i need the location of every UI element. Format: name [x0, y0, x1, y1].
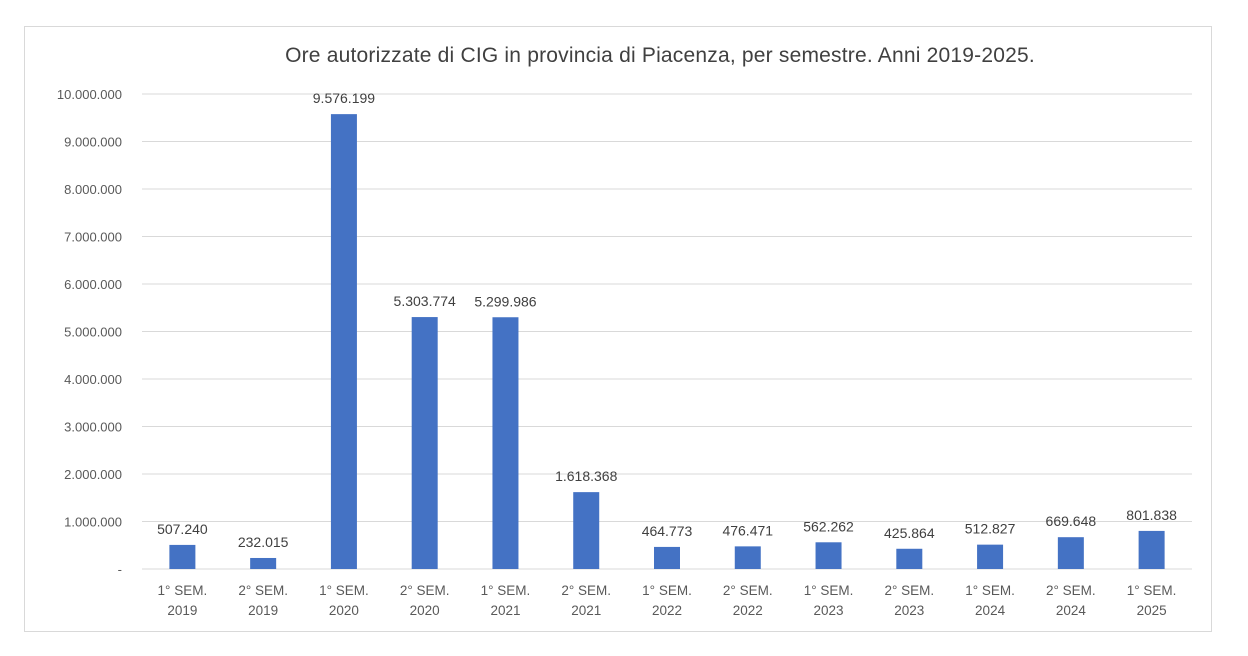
bar [250, 557, 277, 569]
x-tick-label: 2° SEM. [884, 583, 934, 598]
y-tick-label: 3.000.000 [64, 420, 122, 435]
data-labels: 507.240 232.015 9.576.199 5.303.774 5.299.98… [157, 90, 1177, 550]
x-tick-label: 2022 [652, 603, 682, 618]
bar [492, 317, 519, 569]
y-tick-label: 4.000.000 [64, 372, 122, 387]
data-label: 232.015 [238, 534, 289, 550]
x-axis-ticks: 1° SEM. 2019 2° SEM. 2019 1° SEM. 2020 2° SEM.… [158, 583, 1177, 618]
data-label: 669.648 [1046, 513, 1097, 529]
x-tick-label: 2023 [814, 603, 844, 618]
bar [654, 546, 680, 569]
data-label: 801.838 [1126, 507, 1177, 523]
bar [815, 542, 842, 569]
y-tick-label: 7.000.000 [64, 230, 122, 245]
data-label: 507.240 [157, 521, 208, 537]
data-label: 562.262 [803, 518, 854, 534]
x-tick-label: 1° SEM. [481, 583, 531, 598]
x-tick-label: 2023 [894, 603, 924, 618]
data-label: 425.864 [884, 525, 935, 541]
y-tick-label: 1.000.000 [64, 515, 122, 530]
y-tick-label: 8.000.000 [64, 182, 122, 197]
bar [573, 492, 600, 569]
data-label: 464.773 [642, 523, 693, 539]
x-tick-label: 2020 [410, 603, 440, 618]
x-tick-label: 2021 [490, 603, 520, 618]
chart-title: Ore autorizzate di CIG in provincia di P… [285, 44, 1035, 67]
y-tick-label: 6.000.000 [64, 277, 122, 292]
data-label: 5.299.986 [474, 293, 536, 309]
x-tick-label: 2° SEM. [238, 583, 288, 598]
x-tick-label: 2022 [733, 603, 763, 618]
y-tick-label: 9.000.000 [64, 135, 122, 150]
gridlines [142, 93, 1192, 570]
data-label: 9.576.199 [313, 90, 375, 106]
data-label: 5.303.774 [394, 293, 456, 309]
data-label: 512.827 [965, 521, 1016, 537]
x-tick-label: 2024 [1056, 603, 1087, 618]
y-tick-label: 10.000.000 [57, 87, 122, 102]
x-tick-label: 2021 [571, 603, 601, 618]
x-tick-label: 2019 [248, 603, 278, 618]
x-tick-label: 2° SEM. [561, 583, 611, 598]
x-tick-label: 2° SEM. [1046, 583, 1096, 598]
bar [1138, 530, 1165, 569]
y-tick-label: 2.000.000 [64, 467, 122, 482]
x-tick-label: 2025 [1137, 603, 1167, 618]
bar [1057, 537, 1084, 569]
x-tick-label: 2024 [975, 603, 1006, 618]
bar [896, 548, 923, 569]
x-tick-label: 2019 [167, 603, 197, 618]
bars [169, 114, 1165, 569]
bar [977, 544, 1004, 569]
x-tick-label: 2020 [329, 603, 359, 618]
y-axis-ticks: - 1.000.000 2.000.000 3.000.000 4.000.000 5.0… [57, 87, 122, 577]
bar [330, 114, 357, 569]
x-tick-label: 1° SEM. [804, 583, 854, 598]
x-tick-label: 2° SEM. [400, 583, 450, 598]
x-tick-label: 1° SEM. [158, 583, 208, 598]
x-tick-label: 1° SEM. [319, 583, 369, 598]
x-tick-label: 1° SEM. [642, 583, 692, 598]
chart-frame [24, 26, 1212, 632]
x-tick-label: 2° SEM. [723, 583, 773, 598]
x-tick-label: 1° SEM. [965, 583, 1015, 598]
bar [734, 546, 761, 569]
bar [411, 317, 438, 569]
x-tick-label: 1° SEM. [1127, 583, 1177, 598]
data-label: 476.471 [722, 522, 773, 538]
y-tick-label: - [118, 562, 122, 577]
bar [169, 544, 196, 569]
data-label: 1.618.368 [555, 468, 617, 484]
y-tick-label: 5.000.000 [64, 325, 122, 340]
